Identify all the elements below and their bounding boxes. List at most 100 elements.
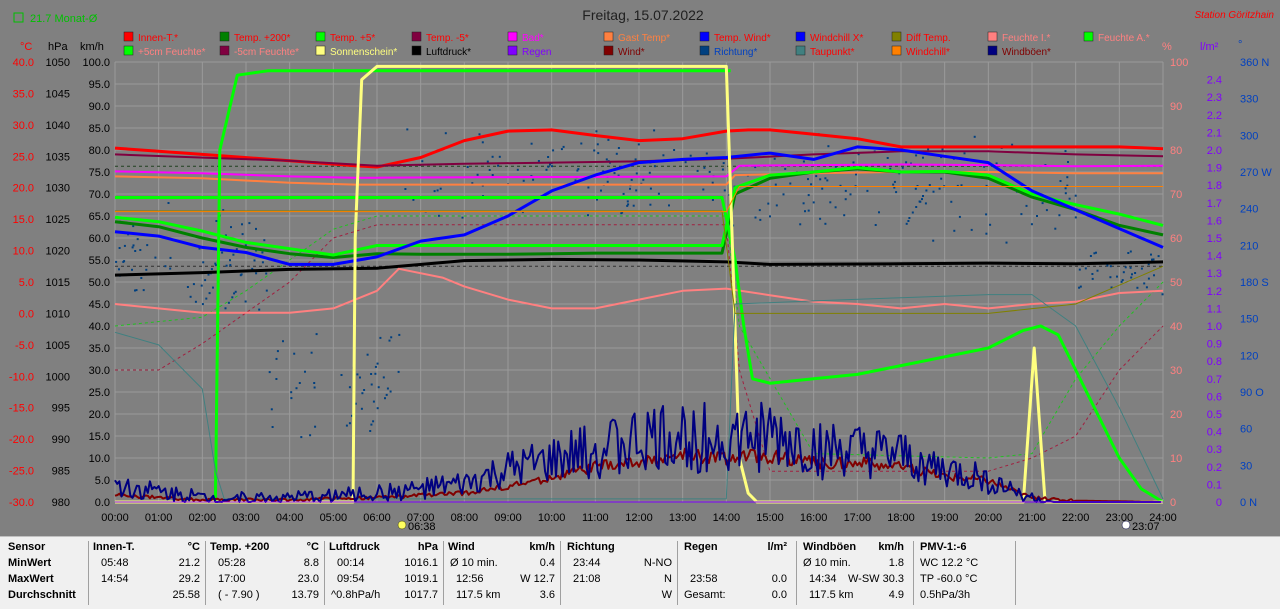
stats-richtung-header: Richtung (567, 541, 615, 553)
legend-entry[interactable]: Sonnenschein* (315, 45, 397, 58)
direction-point (893, 180, 896, 183)
direction-point (844, 198, 847, 201)
rain-tick-label: 0.5 (1207, 409, 1222, 421)
direction-point (354, 402, 357, 405)
stats-temp200-header: Temp. +200 (210, 541, 270, 553)
legend-entry[interactable]: Temp. -5* (411, 31, 469, 44)
direction-point (637, 143, 640, 146)
direction-point (932, 190, 935, 193)
legend-entry[interactable]: +5cm Feuchte* (123, 45, 206, 58)
sunset-marker: 23:07 (1121, 520, 1160, 533)
direction-point (721, 168, 724, 171)
direction-point (878, 211, 880, 214)
stats-luftdruck-unit: hPa (417, 541, 438, 553)
legend-swatch (507, 31, 518, 42)
direction-point (1152, 258, 1155, 261)
direction-point (895, 191, 898, 194)
wind-tick-label: 40.0 (89, 321, 110, 333)
humidity-tick-label: 20 (1170, 409, 1182, 421)
legend-entry[interactable]: -5cm Feuchte* (219, 45, 299, 58)
direction-point (208, 292, 211, 295)
direction-point (439, 187, 442, 190)
legend-swatch (987, 31, 998, 42)
direction-point (587, 186, 590, 189)
direction-point (775, 204, 778, 207)
direction-point (627, 203, 630, 206)
direction-point (653, 129, 656, 132)
series-line (114, 163, 1164, 179)
direction-point (892, 183, 895, 186)
x-tick-label: 03:00 (232, 512, 260, 524)
direction-tick-label: 270 W (1240, 167, 1272, 179)
series-lines (114, 64, 1164, 504)
legend-entry[interactable]: Bad* (507, 31, 544, 44)
statistics-panel: Sensor MinWert MaxWert Durchschnitt Inne… (0, 536, 1280, 609)
legend-entry[interactable]: Windchill* (891, 45, 950, 58)
direction-point (497, 164, 500, 167)
sunrise-time: 06:38 (408, 521, 436, 533)
direction-point (248, 222, 251, 225)
rain-tick-label: 1.3 (1207, 268, 1222, 280)
legend-entry[interactable]: Wind* (603, 45, 645, 58)
legend-entry[interactable]: Feuchte A.* (1083, 31, 1150, 44)
stats-windboen-avg-label: 117.5 km (809, 589, 854, 601)
rain-tick-label: 0 (1216, 497, 1222, 509)
stats-wind-unit: km/h (529, 541, 555, 553)
legend-entry[interactable]: Gast Temp* (603, 31, 670, 44)
humidity-tick-label: 90 (1170, 101, 1182, 113)
direction-point (186, 286, 189, 288)
direction-point (231, 296, 234, 299)
legend-entry[interactable]: Temp. Wind* (699, 31, 771, 44)
stats-regen-unit: l/m² (767, 541, 787, 553)
direction-point (657, 192, 660, 195)
legend-entry[interactable]: Luftdruck* (411, 45, 471, 58)
x-tick-label: 01:00 (145, 512, 173, 524)
direction-point (214, 262, 217, 265)
direction-point (908, 217, 911, 219)
direction-point (437, 214, 440, 217)
direction-point (562, 145, 565, 148)
direction-point (270, 408, 273, 411)
direction-point (606, 180, 609, 183)
station-name: Station Göritzhain (1195, 10, 1275, 21)
direction-point (821, 187, 824, 190)
pressure-tick-label: 1020 (46, 246, 70, 258)
legend-entry[interactable]: Temp. +5* (315, 31, 375, 44)
pressure-tick-label: 1000 (46, 371, 70, 383)
legend-entry[interactable]: Richtung* (699, 45, 757, 58)
legend-entry[interactable]: Windchill X* (795, 31, 863, 44)
direction-point (461, 216, 464, 219)
legend-entry[interactable]: Temp. +200* (219, 31, 291, 44)
direction-point (491, 174, 494, 176)
direction-point (298, 382, 301, 384)
legend-label: Temp. +200* (234, 33, 291, 44)
legend-entry[interactable]: Taupunkt* (795, 45, 855, 58)
temp-tick-label: 20.0 (13, 183, 34, 195)
legend-entry[interactable]: Innen-T.* (123, 31, 178, 44)
direction-point (200, 284, 203, 287)
direction-point (374, 372, 377, 375)
stats-regen-header: Regen (684, 541, 718, 553)
direction-point (255, 249, 258, 252)
direction-point (819, 178, 822, 181)
pressure-tick-label: 1035 (46, 151, 70, 163)
direction-point (617, 174, 620, 177)
legend-entry[interactable]: Windböen* (987, 45, 1051, 58)
direction-point (376, 362, 379, 365)
legend-entry[interactable]: Regen (507, 45, 551, 58)
x-tick-label: 22:00 (1062, 512, 1090, 524)
direction-point (384, 397, 386, 400)
legend-swatch (603, 45, 614, 56)
direction-point (359, 376, 361, 379)
legend-entry[interactable]: Feuchte I.* (987, 31, 1050, 44)
direction-point (708, 170, 711, 173)
direction-point (635, 172, 638, 175)
legend-label: Temp. +5* (330, 33, 375, 44)
wind-tick-label: 65.0 (89, 211, 110, 223)
legend-swatch (411, 45, 422, 56)
direction-point (1045, 209, 1048, 212)
legend-entry[interactable]: Diff Temp. (891, 31, 951, 44)
x-tick-label: 10:00 (538, 512, 566, 524)
direction-point (486, 160, 489, 163)
direction-point (1109, 276, 1112, 279)
